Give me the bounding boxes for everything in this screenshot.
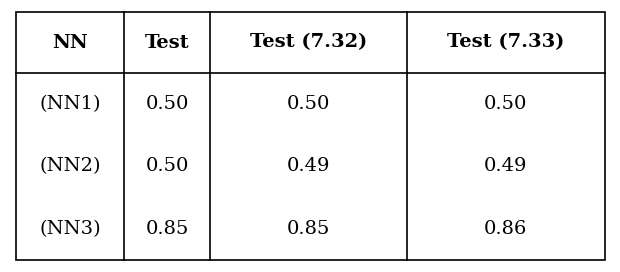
Text: (NN3): (NN3) [39, 220, 101, 238]
Text: Test (7.33): Test (7.33) [447, 33, 565, 52]
Text: Test (7.32): Test (7.32) [250, 33, 367, 52]
Text: 0.50: 0.50 [146, 95, 189, 113]
Text: (NN2): (NN2) [39, 157, 100, 175]
Text: (NN1): (NN1) [39, 95, 100, 113]
Text: NN: NN [52, 33, 88, 52]
Text: 0.50: 0.50 [484, 95, 528, 113]
Text: 0.85: 0.85 [287, 220, 330, 238]
Text: 0.49: 0.49 [287, 157, 330, 175]
Text: 0.50: 0.50 [146, 157, 189, 175]
Text: 0.49: 0.49 [484, 157, 528, 175]
Text: Test: Test [145, 33, 190, 52]
Text: 0.86: 0.86 [484, 220, 528, 238]
Text: 0.85: 0.85 [146, 220, 189, 238]
Text: 0.50: 0.50 [287, 95, 330, 113]
